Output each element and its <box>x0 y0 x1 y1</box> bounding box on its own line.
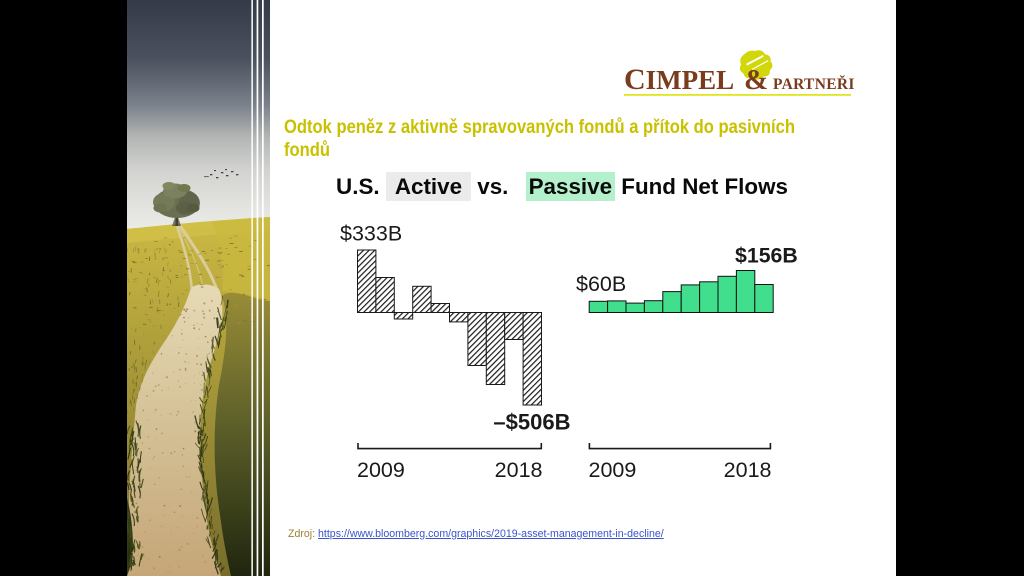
svg-text:$156B: $156B <box>735 244 798 268</box>
svg-text:$60B: $60B <box>576 272 626 296</box>
svg-text:2018: 2018 <box>495 458 543 482</box>
svg-text:$333B: $333B <box>340 222 402 246</box>
svg-text:CIMPEL: CIMPEL <box>624 63 734 96</box>
svg-text:&: & <box>744 64 768 96</box>
svg-text:2009: 2009 <box>357 458 405 482</box>
svg-text:–$506B: –$506B <box>493 410 570 435</box>
svg-text:PARTNEŘI: PARTNEŘI <box>773 76 855 93</box>
svg-text:2009: 2009 <box>589 458 637 482</box>
svg-text:2018: 2018 <box>724 458 772 482</box>
